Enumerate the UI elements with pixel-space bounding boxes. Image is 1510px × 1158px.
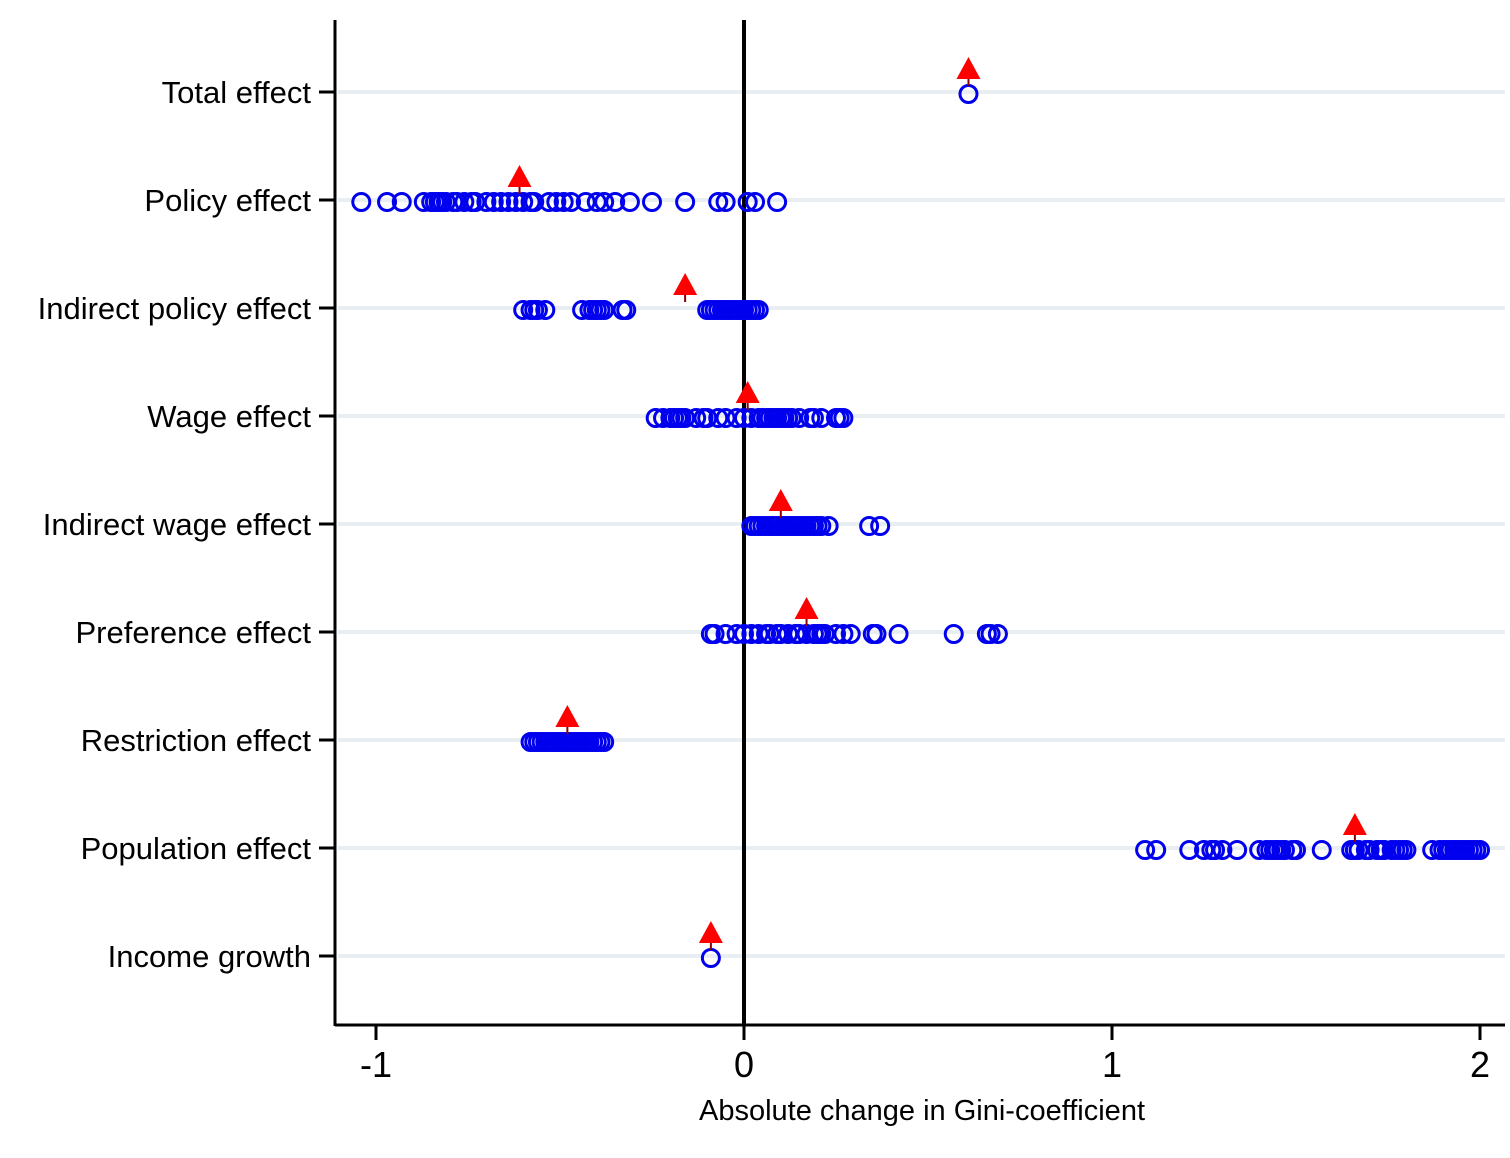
circle-point [888, 624, 909, 644]
category-label: Wage effect [147, 399, 311, 434]
circle-point [553, 192, 574, 212]
circle-point [483, 192, 504, 212]
circle-point [833, 624, 854, 644]
circle-point [745, 192, 766, 212]
circle-point [454, 192, 475, 212]
triangle-point [956, 57, 981, 79]
circle-point [803, 408, 824, 428]
circle-point [1212, 840, 1233, 860]
triangle-point [794, 597, 819, 619]
circle-point [715, 192, 736, 212]
circle-point [704, 624, 725, 644]
x-tick-label: -1 [360, 1044, 392, 1085]
circle-point [527, 300, 548, 320]
circle-point [616, 300, 637, 320]
circle-point [987, 624, 1008, 644]
triangle-point [507, 165, 532, 187]
circle-point [1396, 840, 1417, 860]
circle-point [748, 300, 769, 320]
triangle-point [698, 921, 723, 943]
circle-point [498, 192, 519, 212]
circle-point [870, 516, 891, 536]
category-label: Population effect [81, 831, 312, 866]
circle-point [726, 408, 747, 428]
category-label: Policy effect [144, 183, 311, 218]
category-label: Indirect wage effect [43, 507, 312, 542]
circle-point [943, 624, 964, 644]
category-label: Total effect [162, 75, 312, 110]
circle-point [1135, 840, 1156, 860]
triangle-markers [507, 57, 1367, 950]
circle-point [826, 624, 846, 644]
category-label: Preference effect [75, 615, 311, 650]
circle-point [1286, 840, 1306, 860]
axes [319, 20, 1505, 1040]
circle-point [1146, 840, 1167, 860]
triangle-point [735, 381, 760, 403]
circle-point [737, 192, 758, 212]
circle-point [594, 192, 615, 212]
triangle-point [768, 489, 793, 511]
circle-point [675, 192, 696, 212]
circle-point [642, 192, 662, 212]
circle-point [866, 624, 887, 644]
circle-point [594, 732, 615, 752]
circle-point [833, 408, 854, 428]
circle-point [686, 408, 707, 428]
circle-point [818, 516, 839, 536]
circle-point [1359, 840, 1380, 860]
circle-point [840, 624, 861, 644]
circle-point [1205, 840, 1226, 860]
circle-point [767, 192, 788, 212]
circle-point [1179, 840, 1200, 860]
circle-point [546, 192, 567, 212]
circle-point [1227, 840, 1248, 860]
circle-point [1311, 840, 1332, 860]
category-label: Indirect policy effect [38, 291, 312, 326]
gridlines [338, 90, 1505, 958]
circle-point [1274, 840, 1295, 860]
circle-point [726, 624, 747, 644]
circle-point [377, 192, 398, 212]
triangle-point [673, 273, 698, 295]
x-axis-title: Absolute change in Gini-coefficient [699, 1095, 1145, 1127]
circle-point [513, 192, 534, 212]
x-tick-label: 1 [1102, 1044, 1122, 1085]
triangle-point [555, 705, 580, 727]
circle-point [538, 192, 559, 212]
circle-point [535, 300, 556, 320]
circle-point [619, 192, 640, 212]
x-tick-label: 2 [1470, 1044, 1490, 1085]
circle-point [1470, 840, 1490, 860]
circle-point [391, 192, 412, 212]
circle-point [491, 192, 512, 212]
circle-point [524, 192, 545, 212]
circle-point [476, 192, 497, 212]
triangle-point [1342, 813, 1367, 835]
x-tick-label: 0 [734, 1044, 754, 1085]
circle-point [708, 192, 729, 212]
circle-point [561, 192, 582, 212]
circle-point [513, 300, 534, 320]
category-label: Restriction effect [81, 723, 312, 758]
circle-point [980, 624, 1001, 644]
circle-point [811, 516, 832, 536]
circle-point [734, 624, 754, 644]
labels: Total effect Policy effect Indirect policy… [38, 75, 1490, 1085]
circle-point [605, 192, 626, 212]
category-label: Income growth [108, 939, 311, 974]
circle-point [789, 408, 810, 428]
circle-markers [351, 84, 1490, 968]
circle-point [351, 192, 372, 212]
circle-point [859, 516, 880, 536]
